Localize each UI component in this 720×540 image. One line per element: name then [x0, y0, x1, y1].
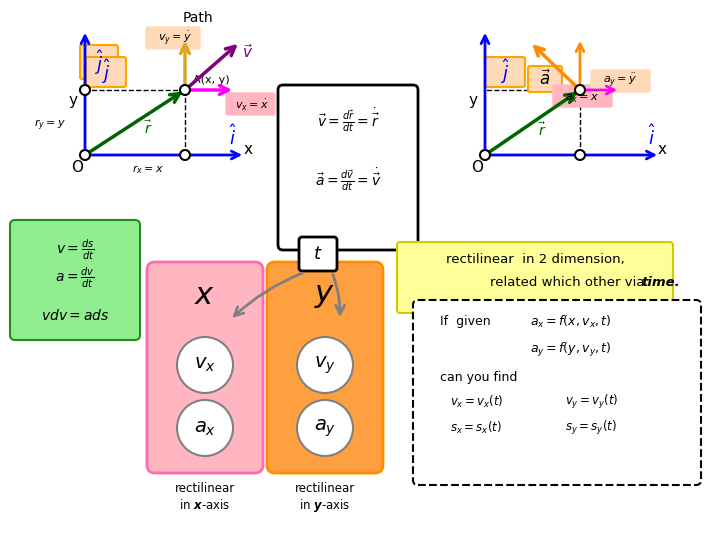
Circle shape [177, 337, 233, 393]
Text: O: O [71, 159, 83, 174]
Circle shape [180, 150, 190, 160]
Text: $r_x = x$: $r_x = x$ [132, 164, 164, 177]
Text: $a_y = f(y, v_y, t)$: $a_y = f(y, v_y, t)$ [530, 341, 612, 359]
Text: $v_y = v_y(t)$: $v_y = v_y(t)$ [565, 393, 618, 411]
FancyBboxPatch shape [10, 220, 140, 340]
Text: $\hat{i}$: $\hat{i}$ [648, 125, 656, 150]
Text: A(x, y): A(x, y) [193, 75, 230, 85]
Text: $a = \frac{dv}{dt}$: $a = \frac{dv}{dt}$ [55, 266, 95, 290]
Text: $\hat{j}$: $\hat{j}$ [101, 58, 111, 86]
Text: If  given: If given [440, 315, 490, 328]
FancyBboxPatch shape [397, 242, 673, 313]
Text: $r_y = y$: $r_y = y$ [34, 117, 66, 133]
FancyBboxPatch shape [147, 262, 263, 473]
Text: $vdv = ads$: $vdv = ads$ [41, 307, 109, 322]
FancyBboxPatch shape [413, 300, 701, 485]
Text: $a_x = \ddot{x}$: $a_x = \ddot{x}$ [565, 90, 599, 105]
Text: Path: Path [183, 11, 213, 25]
Text: $\hat{j}$: $\hat{j}$ [500, 58, 510, 86]
Text: related which other via: related which other via [490, 275, 649, 288]
Text: $a_y$: $a_y$ [314, 417, 336, 438]
FancyBboxPatch shape [278, 85, 418, 250]
Text: $\hat{i}$: $\hat{i}$ [229, 125, 237, 150]
FancyBboxPatch shape [528, 66, 562, 92]
Text: $a_x$: $a_x$ [194, 418, 216, 437]
Text: $t$: $t$ [313, 245, 323, 263]
Text: $v_y$: $v_y$ [314, 354, 336, 376]
Text: $v_x$: $v_x$ [194, 355, 216, 375]
Circle shape [80, 150, 90, 160]
Text: $v_y = \dot{y}$: $v_y = \dot{y}$ [158, 29, 192, 47]
Text: $s_y = s_y(t)$: $s_y = s_y(t)$ [565, 419, 617, 437]
Text: $\hat{j}$: $\hat{j}$ [95, 50, 105, 80]
Circle shape [180, 85, 190, 95]
Text: $a_y = \ddot{y}$: $a_y = \ddot{y}$ [603, 71, 637, 89]
Circle shape [480, 150, 490, 160]
Circle shape [575, 150, 585, 160]
Text: $\vec{r}$: $\vec{r}$ [144, 119, 153, 137]
FancyBboxPatch shape [146, 27, 200, 49]
Text: in $\bfit{y}$-axis: in $\bfit{y}$-axis [300, 496, 351, 514]
Text: $\hat{j}$: $\hat{j}$ [94, 49, 104, 77]
FancyBboxPatch shape [299, 237, 337, 271]
Circle shape [297, 400, 353, 456]
Text: $a_x = f(x, v_x, t)$: $a_x = f(x, v_x, t)$ [530, 314, 612, 330]
FancyBboxPatch shape [591, 70, 650, 92]
Text: $v_x = v_x(t)$: $v_x = v_x(t)$ [450, 394, 503, 410]
Circle shape [80, 85, 90, 95]
FancyBboxPatch shape [86, 57, 126, 87]
FancyBboxPatch shape [485, 57, 525, 87]
Circle shape [575, 85, 585, 95]
Text: $y$: $y$ [315, 280, 336, 309]
Circle shape [297, 337, 353, 393]
Text: in $\bfit{x}$-axis: in $\bfit{x}$-axis [179, 498, 230, 512]
Text: $x$: $x$ [194, 280, 215, 309]
Text: rectilinear: rectilinear [295, 482, 355, 495]
Text: $v_x = \dot{x}$: $v_x = \dot{x}$ [235, 97, 269, 112]
Text: $s_x = s_x(t)$: $s_x = s_x(t)$ [450, 420, 502, 436]
Text: y: y [469, 92, 477, 107]
Text: rectilinear: rectilinear [175, 482, 235, 495]
Text: can you find: can you find [440, 370, 518, 383]
Text: y: y [68, 92, 78, 107]
Text: x: x [243, 143, 253, 158]
Text: $\vec{v} = \frac{d\vec{r}}{dt} = \dot{\vec{r}}$: $\vec{v} = \frac{d\vec{r}}{dt} = \dot{\v… [317, 106, 379, 134]
Text: time.: time. [641, 275, 680, 288]
Text: $\vec{v}$: $\vec{v}$ [243, 43, 253, 61]
FancyBboxPatch shape [553, 85, 612, 107]
FancyBboxPatch shape [226, 93, 275, 115]
Text: rectilinear  in 2 dimension,: rectilinear in 2 dimension, [446, 253, 624, 267]
Text: x: x [657, 143, 667, 158]
FancyBboxPatch shape [80, 45, 118, 79]
Text: $\vec{r}$: $\vec{r}$ [538, 121, 546, 139]
FancyBboxPatch shape [267, 262, 383, 473]
Circle shape [177, 400, 233, 456]
Text: $\vec{a} = \frac{d\vec{v}}{dt} = \dot{\vec{v}}$: $\vec{a} = \frac{d\vec{v}}{dt} = \dot{\v… [315, 167, 382, 193]
Text: $\vec{a}$: $\vec{a}$ [539, 69, 551, 89]
Text: $v = \frac{ds}{dt}$: $v = \frac{ds}{dt}$ [55, 238, 94, 262]
Text: O: O [471, 159, 483, 174]
